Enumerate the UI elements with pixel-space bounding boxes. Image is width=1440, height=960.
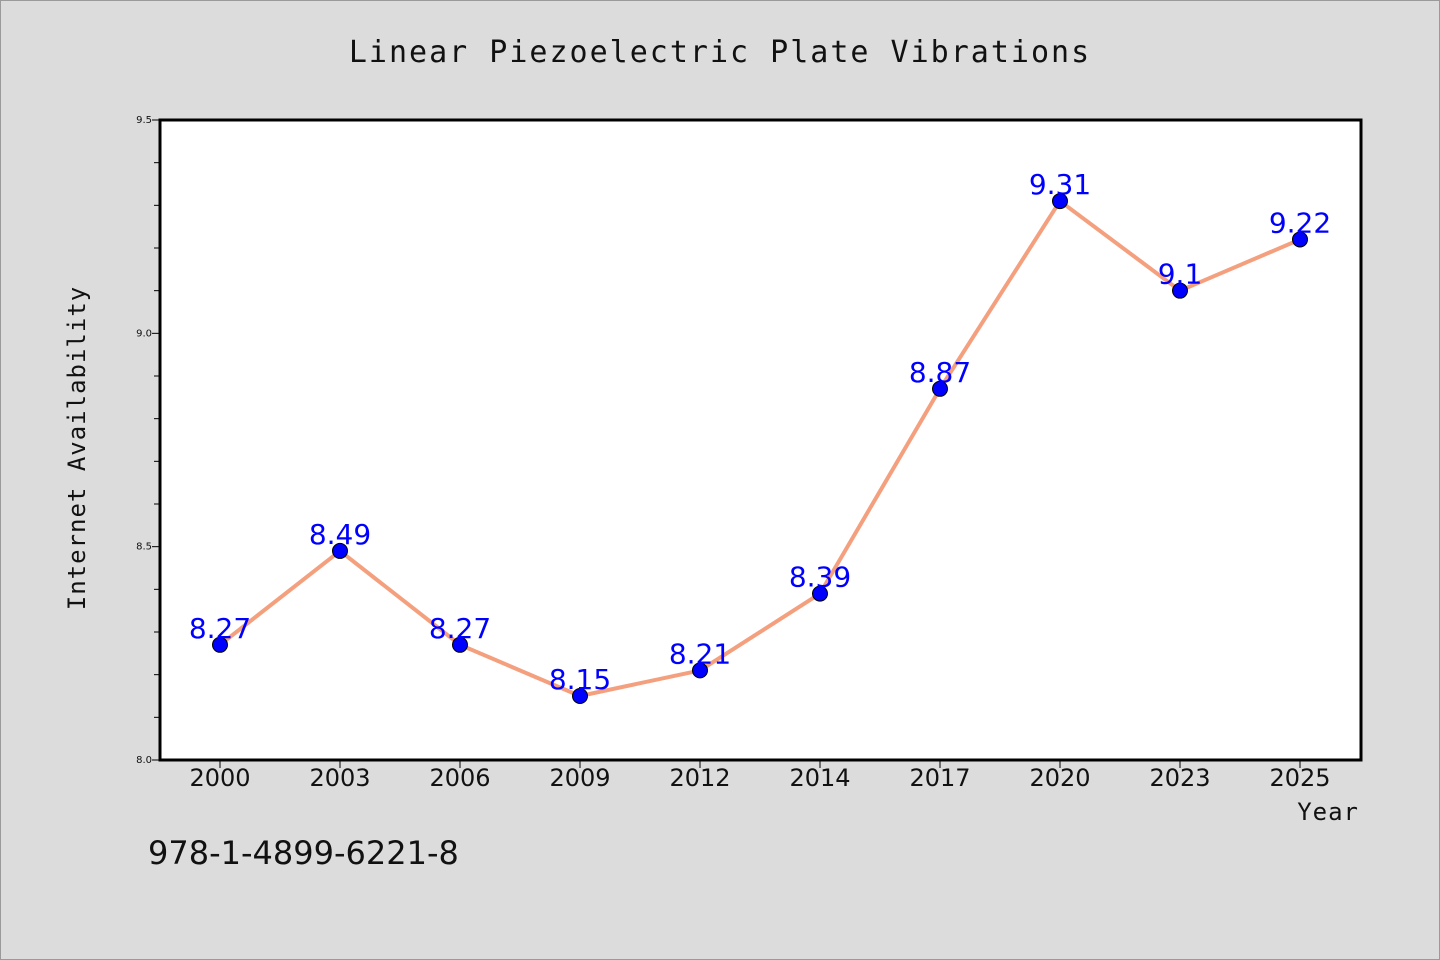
data-label: 8.27 xyxy=(429,612,491,645)
data-point xyxy=(212,636,228,653)
y-tick-label: 8.0 xyxy=(136,755,152,766)
data-labels: 8.27 8.49 8.27 8.15 8.21 8.39 8.87 9.31 9.1 9.22 xyxy=(189,168,1331,696)
x-tick-label: 2003 xyxy=(309,764,370,792)
x-tick-label: 2000 xyxy=(189,764,250,792)
data-point xyxy=(692,662,708,679)
y-axis-title: Internet Availability xyxy=(63,286,91,610)
data-label: 9.1 xyxy=(1158,258,1203,291)
data-label: 8.39 xyxy=(789,561,851,594)
series-line xyxy=(218,199,1301,698)
x-tick-label: 2014 xyxy=(789,764,850,792)
y-axis: 8.0 8.5 9.0 9.5 xyxy=(136,115,160,766)
data-point xyxy=(812,585,828,602)
plot-area xyxy=(158,118,1363,762)
x-tick-label: 2025 xyxy=(1269,764,1330,792)
x-tick-label: 2020 xyxy=(1029,764,1090,792)
x-axis: 2000 2003 2006 2009 2012 2014 2017 2020 2023 2025 xyxy=(189,760,1331,792)
data-label: 8.49 xyxy=(309,518,371,551)
data-label: 9.22 xyxy=(1269,206,1331,239)
x-tick-label: 2017 xyxy=(909,764,970,792)
data-label: 8.21 xyxy=(669,637,731,670)
x-tick-label: 2006 xyxy=(429,764,490,792)
y-tick-label: 9.5 xyxy=(136,115,152,126)
y-tick-label: 8.5 xyxy=(136,542,152,553)
series-group xyxy=(212,193,1308,704)
data-label: 8.87 xyxy=(909,356,971,389)
data-label: 8.15 xyxy=(549,663,611,696)
data-point xyxy=(572,688,588,704)
data-point xyxy=(332,542,348,559)
data-point xyxy=(1052,193,1068,210)
data-point xyxy=(1172,282,1188,299)
x-axis-title: Year xyxy=(1297,798,1359,826)
isbn-annotation: 978-1-4899-6221-8 xyxy=(148,834,459,872)
x-tick-label: 2012 xyxy=(669,764,730,792)
data-label: 9.31 xyxy=(1029,168,1091,201)
data-label: 8.27 xyxy=(189,612,251,645)
chart-title: Linear Piezoelectric Plate Vibrations xyxy=(349,35,1091,70)
y-tick-label: 9.0 xyxy=(136,328,152,339)
x-tick-label: 2009 xyxy=(549,764,610,792)
x-tick-label: 2023 xyxy=(1149,764,1210,792)
data-point xyxy=(452,636,468,653)
data-point xyxy=(1292,231,1308,248)
data-point xyxy=(932,380,948,397)
